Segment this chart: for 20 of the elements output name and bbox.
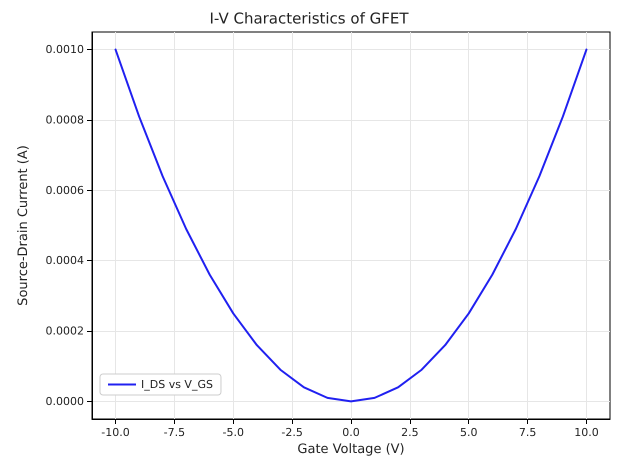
x-tick-label: -10.0 — [101, 426, 130, 439]
legend-label: I_DS vs V_GS — [141, 378, 213, 391]
y-tick-label: 0.0010 — [46, 43, 84, 56]
y-tick-label: 0.0000 — [46, 394, 84, 408]
y-tick-label: 0.0002 — [46, 324, 84, 338]
x-tick-label: 10.0 — [574, 426, 599, 439]
y-axis-title: Source-Drain Current (A) — [16, 145, 31, 306]
x-tick-label: 5.0 — [460, 426, 478, 439]
chart-title: I-V Characteristics of GFET — [209, 10, 410, 28]
y-tick-label: 0.0006 — [46, 184, 84, 197]
x-tick-label: 0.0 — [342, 426, 360, 439]
y-tick-label: 0.0008 — [46, 113, 84, 126]
y-tick-label: 0.0004 — [46, 254, 84, 268]
x-tick-label: 2.5 — [401, 426, 419, 439]
x-tick-label: -2.5 — [281, 426, 303, 439]
x-tick-label: 7.5 — [518, 426, 536, 439]
x-axis-title: Gate Voltage (V) — [297, 442, 405, 457]
x-tick-label: -7.5 — [164, 426, 186, 439]
line-series — [114, 48, 588, 402]
x-tick-label: -5.0 — [222, 426, 244, 439]
